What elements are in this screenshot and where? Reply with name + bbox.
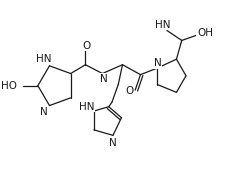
Text: HN: HN: [155, 20, 170, 30]
Text: OH: OH: [197, 28, 213, 38]
Text: N: N: [40, 107, 48, 117]
Text: O: O: [125, 86, 134, 96]
Text: HN: HN: [79, 102, 94, 112]
Text: O: O: [82, 41, 91, 51]
Text: N: N: [154, 58, 162, 68]
Text: HN: HN: [36, 54, 52, 64]
Text: HO: HO: [1, 81, 17, 91]
Text: N: N: [109, 138, 117, 148]
Text: N: N: [100, 74, 107, 84]
